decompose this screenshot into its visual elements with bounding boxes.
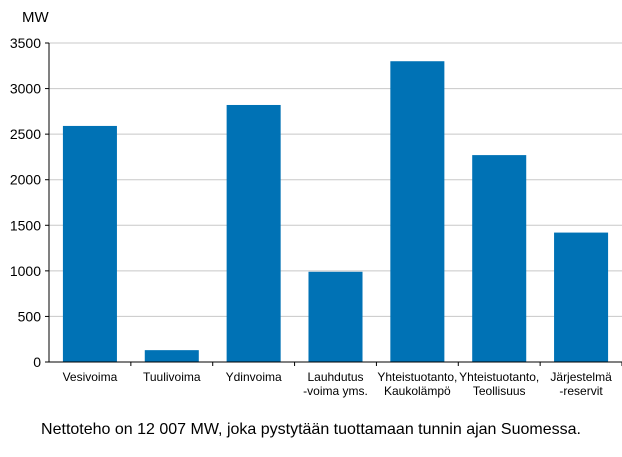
y-axis-label: MW xyxy=(22,9,49,26)
x-tick-label: Lauhdutus -voima yms. xyxy=(303,370,368,398)
axes xyxy=(45,42,622,366)
x-tick-label: Järjestelmä -reservit xyxy=(550,370,612,398)
x-tick-label: Yhteistuotanto, Teollisuus xyxy=(459,370,539,398)
bar xyxy=(308,271,363,362)
y-tick-label: 1000 xyxy=(10,263,41,279)
bar xyxy=(226,104,281,362)
x-tick-label: Ydinvoima xyxy=(226,370,282,384)
bars xyxy=(62,61,609,362)
gridlines xyxy=(49,42,622,317)
x-tick-label: Vesivoima xyxy=(63,370,118,384)
y-tick-labels: 0 500 1000 1500 2000 2500 3000 3500 xyxy=(10,35,41,370)
y-tick-label: 1500 xyxy=(10,217,41,233)
y-tick-label: 500 xyxy=(18,308,42,324)
chart-caption: Nettoteho on 12 007 MW, joka pystytään t… xyxy=(41,421,581,438)
bar xyxy=(62,125,117,362)
x-tick-label: Yhteistuotanto, Kaukolämpö xyxy=(377,370,457,398)
y-tick-label: 3500 xyxy=(10,35,41,51)
bar-chart: 0 500 1000 1500 2000 2500 3000 3500 Vesivoima Tu… xyxy=(10,9,622,398)
y-tick-label: 2000 xyxy=(10,172,41,188)
y-tick-label: 0 xyxy=(33,354,41,370)
x-tick-label: Tuulivoima xyxy=(143,370,201,384)
x-tick-labels: Vesivoima Tuulivoima Ydinvoima Lauhdutus -vo… xyxy=(63,370,612,398)
y-tick-label: 3000 xyxy=(10,81,41,97)
bar xyxy=(554,232,609,362)
y-tick-label: 2500 xyxy=(10,126,41,142)
bar xyxy=(472,155,527,362)
bar xyxy=(390,61,445,362)
bar xyxy=(144,350,199,362)
